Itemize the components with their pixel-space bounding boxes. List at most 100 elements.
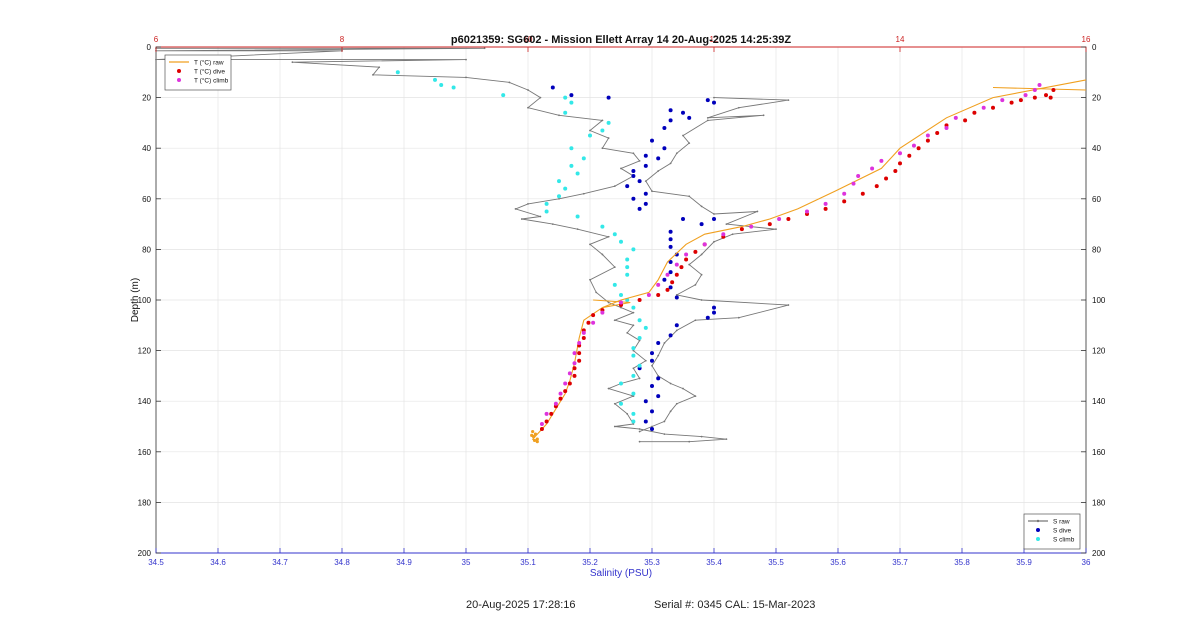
y-right-tick-label: 20 [1092, 94, 1101, 103]
data-point [713, 96, 715, 99]
data-point [682, 134, 684, 137]
y-right-tick-label: 200 [1092, 549, 1106, 558]
data-point [823, 201, 828, 206]
data-point [643, 163, 648, 168]
data-point [631, 373, 636, 378]
data-point [787, 304, 790, 306]
data-point [637, 206, 642, 211]
data-point [550, 85, 555, 90]
data-point [626, 412, 629, 415]
data-point [619, 401, 623, 406]
data-point [756, 210, 759, 213]
data-point [576, 228, 579, 231]
y-right-tick-label: 80 [1092, 245, 1101, 254]
data-point [572, 373, 577, 378]
data-point [483, 47, 486, 50]
x-bottom-tick-label: 36 [1082, 558, 1091, 567]
data-point [291, 61, 294, 64]
data-point [612, 282, 617, 287]
data-point [705, 98, 710, 103]
data-point [563, 95, 568, 100]
data-point [675, 402, 678, 405]
data-point [544, 201, 549, 206]
data-point [572, 351, 577, 356]
data-point [632, 395, 635, 398]
series-t-c-raw [530, 429, 539, 444]
y-left-tick-label: 160 [138, 448, 152, 457]
data-point [699, 222, 704, 227]
data-point [925, 138, 930, 143]
data-point [625, 272, 630, 277]
data-point [712, 310, 716, 315]
data-point [981, 105, 986, 110]
y-right-tick-label: 60 [1092, 195, 1101, 204]
data-point [567, 371, 572, 376]
data-point [620, 306, 622, 309]
data-point [631, 168, 636, 173]
data-point [898, 151, 902, 156]
data-point [589, 129, 591, 132]
data-point [569, 146, 574, 151]
data-point [591, 313, 596, 318]
data-point [665, 287, 670, 292]
data-point [619, 381, 623, 386]
data-point [643, 153, 648, 158]
data-point [1023, 93, 1028, 98]
legend-label: T (°C) climb [194, 77, 229, 85]
data-point [619, 300, 623, 305]
y-right-tick-label: 40 [1092, 144, 1101, 153]
series-line [155, 47, 727, 443]
series-line [531, 79, 1087, 443]
data-point [613, 402, 616, 405]
data-point [612, 232, 617, 237]
data-point [870, 166, 875, 171]
data-point [916, 146, 921, 151]
data-point [688, 142, 691, 145]
data-point [656, 341, 661, 346]
data-point [606, 95, 611, 100]
data-point [638, 440, 641, 443]
legend-swatch-dot [1036, 537, 1040, 541]
data-point [679, 265, 684, 270]
data-point [675, 294, 678, 296]
data-point [589, 243, 591, 246]
data-point [706, 116, 709, 119]
data-point [737, 106, 740, 109]
data-point [520, 218, 523, 220]
data-point [702, 242, 707, 247]
data-point [395, 70, 400, 75]
data-point [643, 191, 648, 196]
series-t-c-dive [539, 88, 1056, 432]
data-point [668, 237, 673, 242]
data-point [644, 180, 647, 182]
serial-calibration: Serial #: 0345 CAL: 15-Mar-2023 [654, 599, 816, 611]
data-point [588, 133, 592, 138]
data-point [544, 419, 549, 424]
data-point [549, 411, 554, 416]
data-point [657, 170, 660, 172]
data-point [668, 285, 673, 290]
series-s-raw [155, 47, 728, 443]
data-point [637, 363, 642, 368]
data-point [712, 217, 716, 222]
y-axis-label: Depth (m) [130, 278, 141, 322]
data-point [607, 301, 610, 304]
data-point [972, 110, 977, 115]
data-point [775, 228, 777, 231]
x-bottom-tick-label: 34.7 [272, 558, 288, 567]
data-point [527, 202, 529, 205]
data-point [601, 119, 604, 122]
data-point [626, 331, 629, 334]
data-point [558, 396, 563, 401]
data-point [632, 152, 635, 155]
x-bottom-tick-label: 35.3 [644, 558, 660, 567]
data-point [674, 262, 679, 267]
data-point [656, 292, 661, 297]
data-point [700, 435, 703, 438]
data-point [777, 217, 782, 222]
data-point [155, 58, 157, 61]
x-bottom-tick-label: 35.5 [768, 558, 784, 567]
data-point [668, 333, 673, 338]
data-point [575, 214, 580, 219]
x-bottom-tick-label: 35.1 [520, 558, 536, 567]
